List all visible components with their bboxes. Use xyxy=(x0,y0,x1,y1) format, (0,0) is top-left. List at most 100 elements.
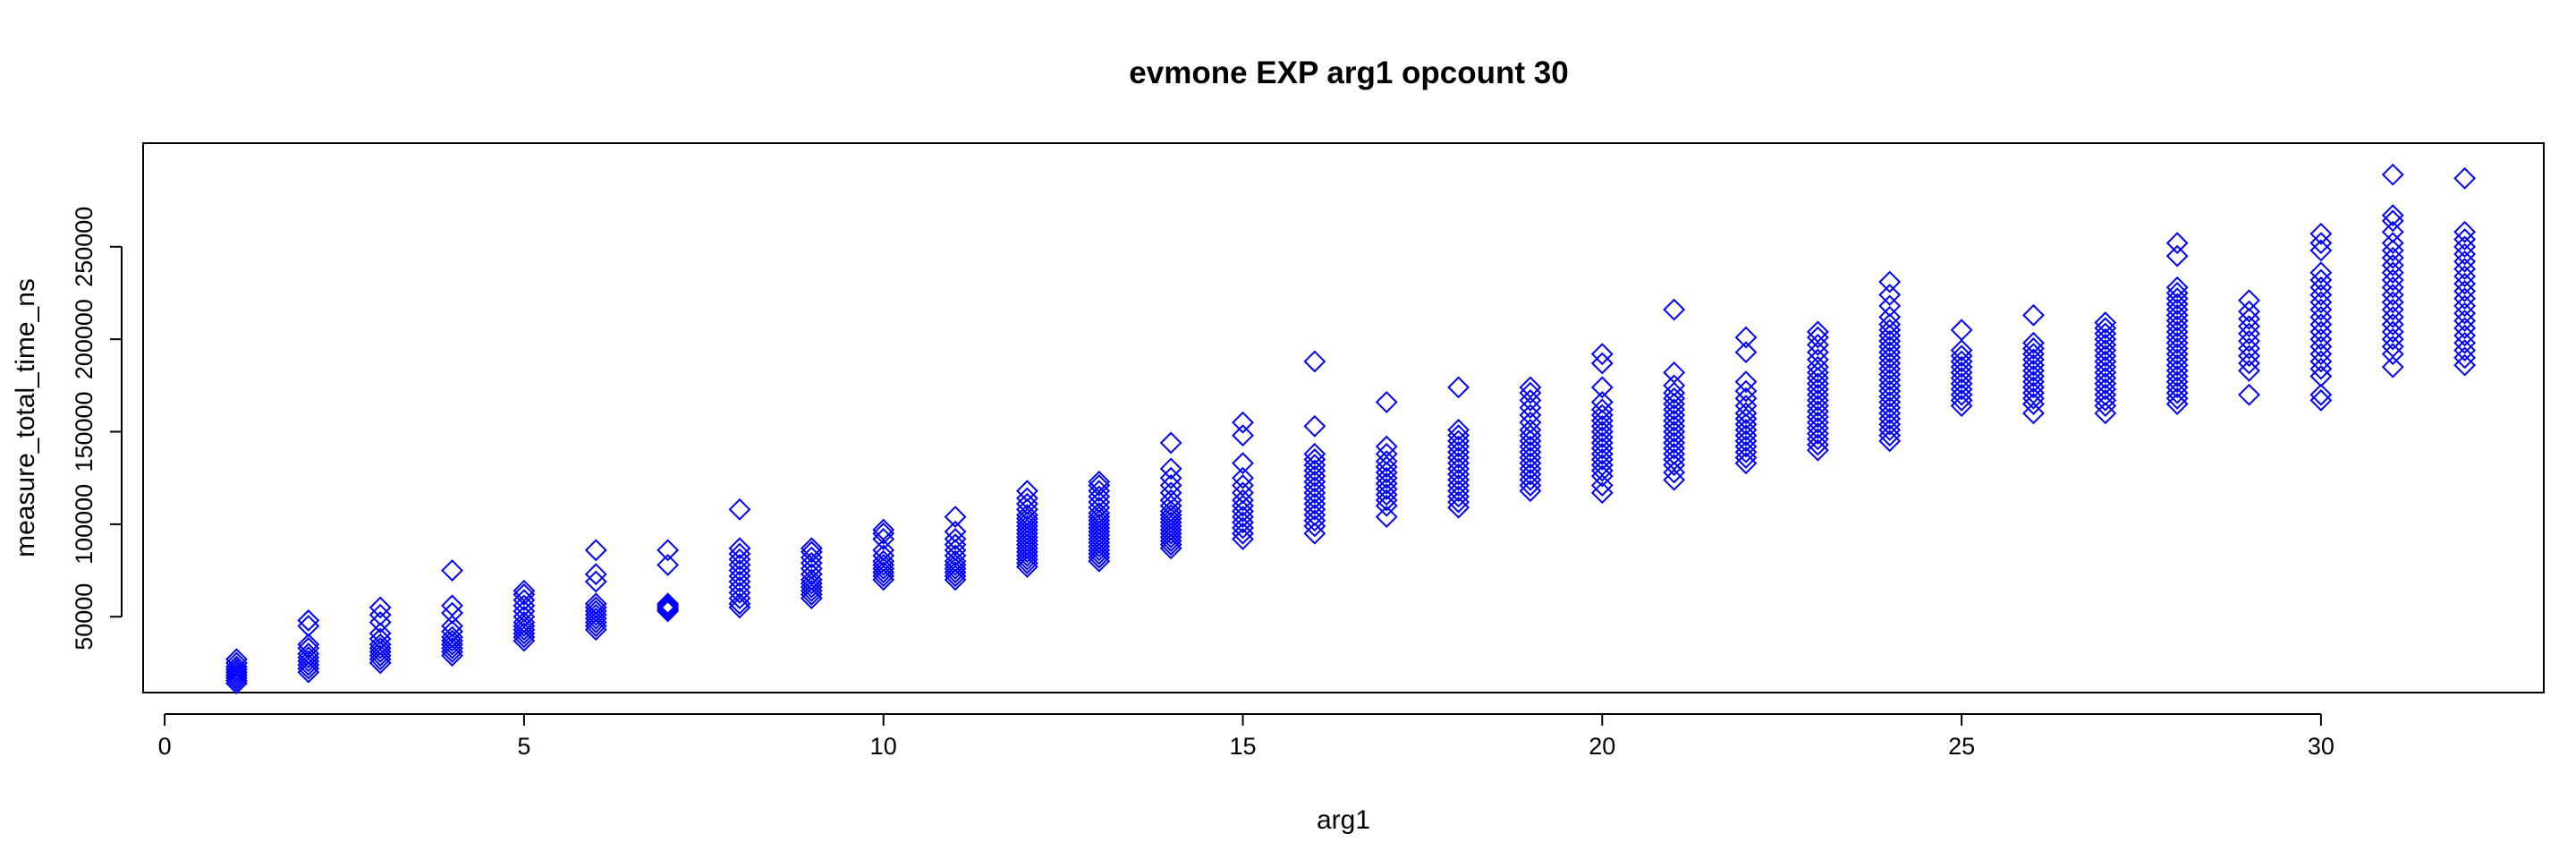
data-point xyxy=(1590,474,1614,497)
y-tick-label: 150000 xyxy=(71,391,97,472)
data-point xyxy=(1016,480,1038,503)
data-point xyxy=(2238,352,2260,375)
data-point xyxy=(1159,481,1182,505)
data-point xyxy=(513,579,536,602)
data-point xyxy=(872,553,895,576)
data-point xyxy=(2381,327,2404,351)
data-point xyxy=(1806,320,1829,344)
data-point xyxy=(872,518,895,541)
x-tick-label: 30 xyxy=(2308,733,2334,760)
data-point xyxy=(2381,239,2404,262)
data-point xyxy=(657,539,680,562)
data-point xyxy=(2381,261,2404,285)
data-point xyxy=(1375,442,1398,465)
data-point xyxy=(1590,343,1614,366)
data-point xyxy=(2453,302,2477,325)
data-point xyxy=(944,506,967,529)
data-point xyxy=(513,615,536,637)
data-point xyxy=(2453,220,2477,243)
data-point xyxy=(2381,268,2404,292)
data-point xyxy=(2381,335,2404,358)
data-point xyxy=(297,633,320,656)
data-point xyxy=(1663,374,1686,397)
data-point xyxy=(441,559,463,582)
data-point xyxy=(1232,452,1254,475)
data-point xyxy=(2022,402,2045,425)
data-point xyxy=(800,572,823,595)
data-point xyxy=(2022,303,2045,327)
data-point xyxy=(584,570,607,593)
data-point xyxy=(2238,329,2260,353)
data-point xyxy=(225,651,248,675)
data-point xyxy=(1734,370,1758,394)
data-point xyxy=(441,629,463,652)
data-point xyxy=(1303,442,1326,465)
data-point xyxy=(1878,305,1902,328)
data-point xyxy=(2309,350,2333,373)
data-point xyxy=(1375,391,1398,413)
y-tick-label: 200000 xyxy=(71,299,97,379)
data-point xyxy=(1734,379,1758,403)
data-point xyxy=(2381,220,2404,243)
data-point xyxy=(2453,346,2477,370)
data-point xyxy=(2309,383,2333,406)
data-point xyxy=(1375,506,1398,529)
data-point xyxy=(2309,276,2333,299)
data-point xyxy=(1375,435,1398,458)
data-point xyxy=(1878,294,1902,318)
data-point xyxy=(2165,244,2189,268)
data-point xyxy=(297,615,320,637)
data-point xyxy=(2309,320,2333,344)
data-point xyxy=(2453,310,2477,332)
data-point xyxy=(800,537,823,560)
data-point xyxy=(2309,268,2333,292)
data-point xyxy=(2453,294,2477,318)
data-point xyxy=(297,608,320,632)
data-point xyxy=(944,553,967,576)
data-point xyxy=(1734,341,1758,364)
data-point xyxy=(2381,298,2404,321)
data-point xyxy=(2309,261,2333,285)
data-point xyxy=(513,583,536,606)
data-point xyxy=(728,537,751,560)
data-point xyxy=(297,646,320,669)
data-point xyxy=(657,594,680,617)
data-point xyxy=(584,596,607,619)
data-point xyxy=(2453,279,2477,302)
data-point xyxy=(1088,470,1111,493)
data-point xyxy=(1232,424,1254,447)
data-point xyxy=(1159,431,1182,455)
data-point xyxy=(2238,359,2260,382)
data-point xyxy=(584,563,607,586)
data-point xyxy=(657,553,680,576)
data-point xyxy=(657,592,680,616)
data-point xyxy=(2165,276,2189,299)
data-point xyxy=(2309,291,2333,314)
data-point xyxy=(2309,335,2333,358)
data-point xyxy=(2309,232,2333,255)
data-point xyxy=(1088,506,1111,529)
data-point xyxy=(2381,246,2404,269)
data-point xyxy=(2453,258,2477,280)
x-tick-label: 20 xyxy=(1589,733,1615,760)
data-point xyxy=(2309,284,2333,306)
data-point xyxy=(2309,222,2333,245)
y-axis: 50000 100000 150000 200000 250000 xyxy=(71,207,123,651)
data-point xyxy=(1519,396,1542,420)
data-point xyxy=(2453,166,2477,190)
data-point xyxy=(2453,287,2477,310)
data-point xyxy=(2381,204,2404,227)
data-point xyxy=(728,498,751,521)
data-point xyxy=(800,540,823,564)
data-point xyxy=(1159,466,1182,489)
data-point xyxy=(2238,307,2260,330)
data-point xyxy=(2238,315,2260,338)
data-point xyxy=(2094,402,2117,425)
data-point xyxy=(441,594,463,617)
data-point xyxy=(2309,357,2333,380)
x-axis-label: arg1 xyxy=(1317,805,1370,835)
data-point xyxy=(1159,504,1182,526)
data-point xyxy=(2453,228,2477,251)
data-point xyxy=(1734,395,1758,417)
